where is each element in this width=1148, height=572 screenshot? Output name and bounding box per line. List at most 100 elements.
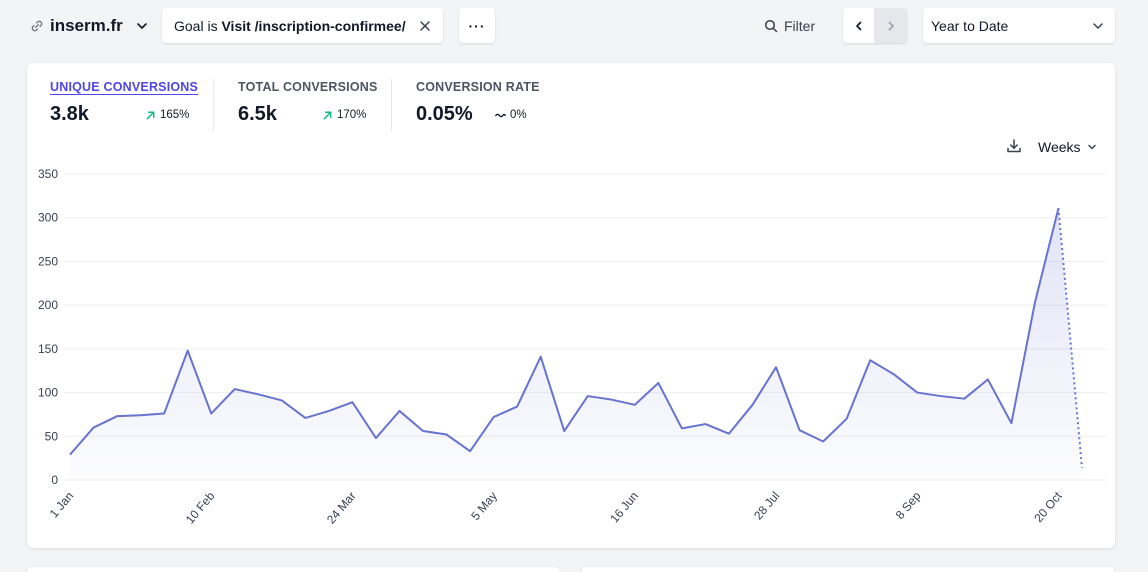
metric-label: CONVERSION RATE	[416, 80, 540, 94]
data-point	[1032, 300, 1038, 306]
data-point	[750, 402, 756, 408]
metric-divider	[391, 79, 392, 131]
goal-filter-pill[interactable]: Goal is Visit /inscription-confirmee/	[162, 8, 443, 43]
main-graph-card: UNIQUE CONVERSIONS 3.8k 165% TOTAL CONVE…	[27, 63, 1115, 548]
data-point	[561, 428, 567, 434]
metric-divider	[213, 79, 214, 131]
data-point	[420, 428, 426, 434]
data-point	[114, 413, 120, 419]
y-tick-label: 250	[38, 254, 58, 268]
chevron-down-icon	[136, 23, 147, 29]
data-point	[279, 397, 285, 403]
y-tick-label: 350	[38, 167, 58, 181]
metric-change: 0%	[495, 109, 527, 121]
data-point	[302, 415, 308, 421]
data-point	[514, 404, 520, 410]
previous-period-button[interactable]	[843, 8, 875, 43]
metric-label: UNIQUE CONVERSIONS	[50, 80, 199, 94]
bottom-right-card	[581, 567, 1115, 572]
metric-total-conversions[interactable]: TOTAL CONVERSIONS 6.5k 170%	[238, 80, 378, 126]
close-icon[interactable]	[419, 20, 431, 32]
x-tick-label: 16 Jun	[607, 489, 641, 526]
site-name: inserm.fr	[50, 16, 123, 35]
data-point	[679, 425, 685, 431]
goal-filter-prefix: Goal is	[174, 17, 218, 34]
data-point	[797, 427, 803, 433]
top-bar: inserm.fr Goal is Visit /inscription-con…	[0, 0, 1148, 52]
trend-flat-icon	[495, 113, 506, 117]
chevron-right-icon	[888, 21, 894, 30]
trend-up-icon	[146, 111, 155, 119]
series-area	[70, 208, 1082, 480]
more-options-button[interactable]: ···	[459, 8, 495, 43]
data-point	[938, 393, 944, 399]
data-point	[773, 364, 779, 370]
bottom-left-card	[27, 567, 560, 572]
metric-change-value: 170%	[337, 109, 367, 121]
data-point	[491, 414, 497, 420]
y-tick-label: 150	[38, 342, 58, 356]
data-point	[1055, 205, 1061, 211]
data-point	[655, 380, 661, 386]
data-point	[914, 390, 920, 396]
goal-filter-value: Visit /inscription-confirmee/	[221, 17, 406, 34]
y-tick-label: 300	[38, 211, 58, 225]
x-tick-label: 20 Oct	[1031, 488, 1065, 525]
next-period-button[interactable]	[875, 8, 907, 43]
data-point	[1079, 465, 1085, 471]
filter-button[interactable]: Filter	[764, 14, 815, 38]
metric-value: 6.5k	[238, 103, 277, 125]
goal-filter-text: Goal is Visit /inscription-confirmee/	[174, 18, 419, 34]
series-line-incomplete	[1057, 208, 1083, 468]
x-tick-label: 1 Jan	[47, 489, 77, 520]
data-point	[844, 416, 850, 422]
data-point	[396, 408, 402, 414]
data-point	[255, 391, 261, 397]
chevron-down-icon	[1093, 22, 1103, 29]
metric-change: 170%	[322, 109, 366, 121]
metric-change-value: 165%	[160, 109, 190, 121]
data-point	[726, 431, 732, 437]
x-tick-label: 8 Sep	[893, 489, 924, 522]
data-point	[961, 396, 967, 402]
trend-up-icon	[323, 111, 332, 119]
data-point	[444, 432, 450, 438]
data-point	[985, 376, 991, 382]
interval-dropdown[interactable]: Weeks	[1038, 138, 1097, 156]
metric-conversion-rate[interactable]: CONVERSION RATE 0.05% 0%	[416, 80, 540, 126]
data-point	[867, 357, 873, 363]
data-point	[538, 354, 544, 360]
metric-unique-conversions[interactable]: UNIQUE CONVERSIONS 3.8k 165%	[50, 80, 198, 126]
data-point	[161, 411, 167, 417]
period-dropdown[interactable]: Year to Date	[923, 8, 1115, 43]
data-point	[373, 435, 379, 441]
metric-label: TOTAL CONVERSIONS	[238, 80, 378, 94]
data-point	[820, 439, 826, 445]
metric-value: 0.05%	[416, 103, 473, 125]
link-icon	[31, 20, 43, 32]
period-navigation	[843, 8, 907, 43]
data-point	[608, 397, 614, 403]
search-icon	[764, 19, 778, 33]
data-point	[702, 421, 708, 427]
data-point	[208, 411, 214, 417]
y-tick-label: 0	[51, 473, 58, 487]
data-point	[67, 452, 73, 458]
metric-change-value: 0%	[510, 109, 527, 121]
data-point	[891, 371, 897, 377]
y-tick-label: 50	[45, 429, 59, 443]
x-tick-label: 28 Jul	[751, 489, 782, 523]
site-switcher[interactable]: inserm.fr	[30, 13, 149, 39]
y-tick-label: 100	[38, 386, 58, 400]
chevron-down-icon	[1087, 144, 1096, 150]
x-tick-label: 10 Feb	[183, 489, 218, 527]
data-point	[185, 348, 191, 354]
period-label: Year to Date	[931, 17, 1009, 34]
y-tick-label: 200	[38, 298, 58, 312]
data-point	[138, 412, 144, 418]
download-icon[interactable]	[1006, 138, 1022, 154]
data-point	[632, 402, 638, 408]
data-point	[326, 408, 332, 414]
data-point	[349, 399, 355, 405]
data-point	[585, 393, 591, 399]
